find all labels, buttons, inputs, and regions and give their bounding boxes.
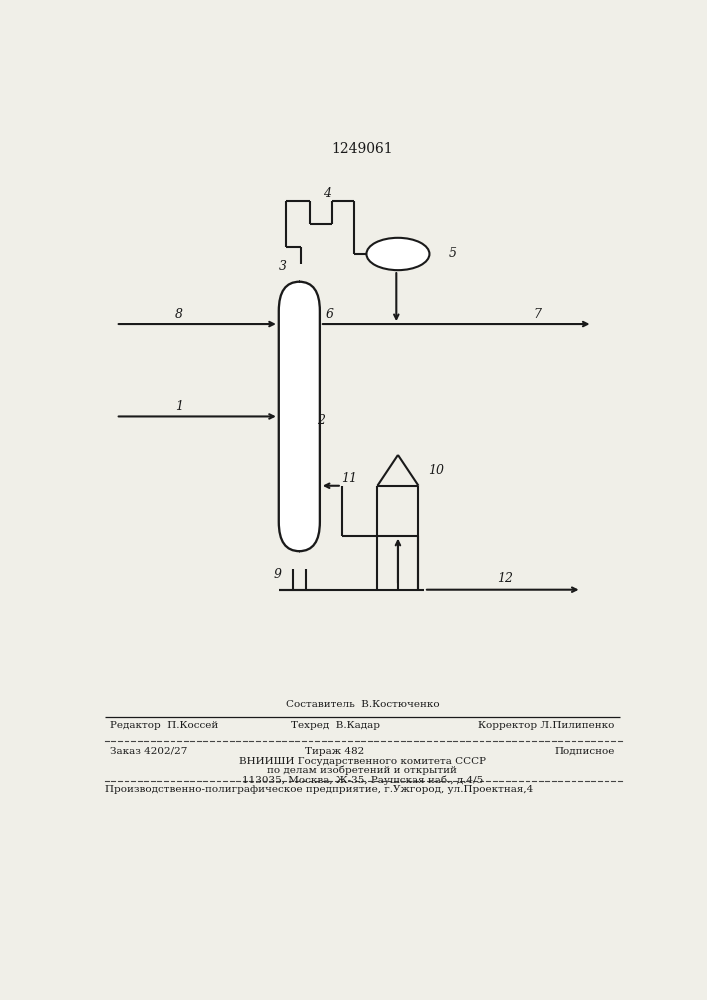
- Text: Составитель  В.Костюченко: Составитель В.Костюченко: [286, 700, 439, 709]
- Text: Редактор  П.Коссей: Редактор П.Коссей: [110, 721, 218, 730]
- Text: 12: 12: [497, 572, 513, 585]
- Text: 10: 10: [428, 464, 444, 477]
- Text: Тираж 482: Тираж 482: [305, 747, 365, 756]
- Text: 1249061: 1249061: [332, 142, 393, 156]
- Text: 9: 9: [274, 568, 281, 581]
- FancyBboxPatch shape: [279, 282, 320, 551]
- Text: 4: 4: [322, 187, 331, 200]
- Text: Техред  В.Кадар: Техред В.Кадар: [291, 721, 380, 730]
- Text: Корректор Л.Пилипенко: Корректор Л.Пилипенко: [478, 721, 614, 730]
- Text: 11: 11: [341, 472, 356, 485]
- Text: 3: 3: [279, 260, 287, 273]
- Text: 5: 5: [449, 247, 457, 260]
- Text: 6: 6: [325, 308, 334, 321]
- Text: 2: 2: [317, 414, 325, 427]
- Text: 1: 1: [175, 400, 183, 413]
- Ellipse shape: [366, 238, 429, 270]
- Text: Производственно-полиграфическое предприятие, г.Ужгород, ул.Проектная,4: Производственно-полиграфическое предприя…: [105, 785, 533, 794]
- Text: ВНИИШИ Государственного комитета СССР: ВНИИШИ Государственного комитета СССР: [239, 757, 486, 766]
- Text: по делам изобретений и открытий: по делам изобретений и открытий: [267, 766, 457, 775]
- Text: 7: 7: [534, 308, 542, 321]
- Text: 8: 8: [175, 308, 183, 321]
- Text: Заказ 4202/27: Заказ 4202/27: [110, 747, 187, 756]
- Text: Подписное: Подписное: [554, 747, 614, 756]
- Text: 113035, Москва, Ж-35, Раушская наб., д.4/5: 113035, Москва, Ж-35, Раушская наб., д.4…: [242, 775, 483, 785]
